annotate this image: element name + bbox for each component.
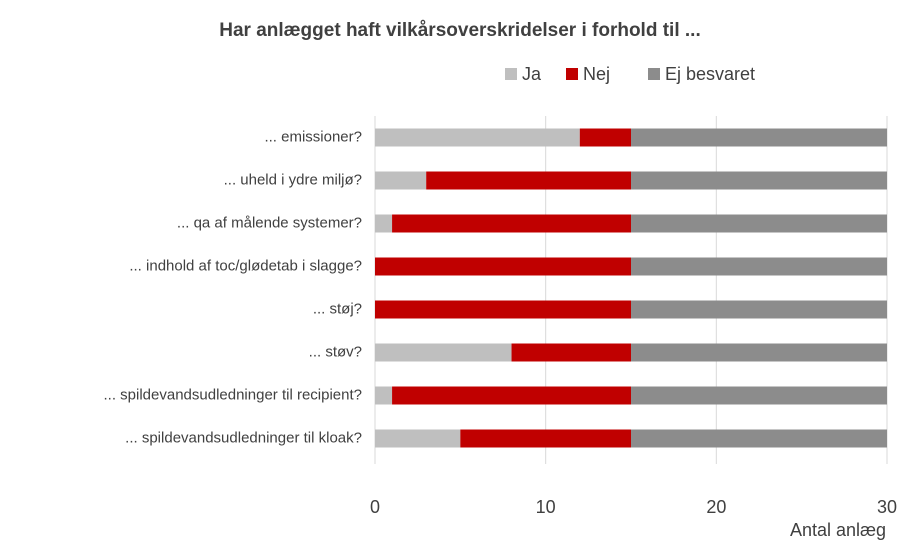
legend-label: Nej xyxy=(583,64,610,84)
bar-segment xyxy=(375,171,427,190)
y-tick-label: ... støj? xyxy=(313,300,362,317)
bar-segment xyxy=(631,429,887,448)
x-tick-label: 30 xyxy=(877,497,897,517)
bar-segment xyxy=(631,128,887,147)
chart-title: Har anlægget haft vilkårsoverskridelser … xyxy=(219,20,700,41)
x-tick-label: 0 xyxy=(370,497,380,517)
bar-segment xyxy=(375,343,512,362)
bar-segment xyxy=(375,300,631,319)
bar-segment xyxy=(579,128,631,147)
legend-swatch xyxy=(505,68,517,80)
bar-segment xyxy=(631,214,887,233)
legend-swatch xyxy=(566,68,578,80)
x-tick-label: 10 xyxy=(536,497,556,517)
y-tick-label: ... støv? xyxy=(309,343,362,360)
y-tick-label: ... spildevandsudledninger til kloak? xyxy=(125,429,362,446)
bar-segment xyxy=(460,429,631,448)
y-tick-label: ... uheld i ydre miljø? xyxy=(224,171,362,188)
bar-segment xyxy=(375,214,393,233)
y-tick-label: ... indhold af toc/glødetab i slagge? xyxy=(129,257,362,274)
x-axis-title: Antal anlæg xyxy=(790,520,886,540)
bar-segment xyxy=(375,386,393,405)
bar-segment xyxy=(375,128,580,147)
bar-segment xyxy=(375,429,461,448)
bar-segment xyxy=(426,171,631,190)
bar-segment xyxy=(631,343,887,362)
bar-segment xyxy=(392,386,631,405)
legend-swatch xyxy=(648,68,660,80)
bar-segment xyxy=(392,214,631,233)
bar-segment xyxy=(375,257,631,276)
bar-segment xyxy=(511,343,631,362)
bar-segment xyxy=(631,257,887,276)
x-tick-label: 20 xyxy=(706,497,726,517)
bar-segment xyxy=(631,171,887,190)
legend-label: Ej besvaret xyxy=(665,64,755,84)
bar-segment xyxy=(631,386,887,405)
y-tick-label: ... emissioner? xyxy=(264,128,362,145)
y-tick-label: ... qa af målende systemer? xyxy=(177,214,362,231)
bar-segment xyxy=(631,300,887,319)
legend-label: Ja xyxy=(522,64,542,84)
y-tick-label: ... spildevandsudledninger til recipient… xyxy=(104,386,363,403)
